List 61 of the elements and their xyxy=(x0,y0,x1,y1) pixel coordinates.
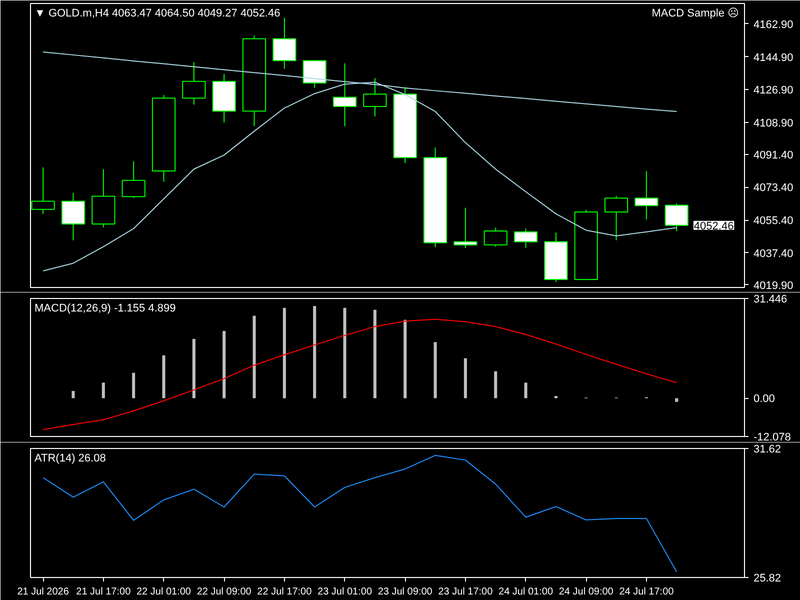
line-series xyxy=(42,318,678,430)
bar xyxy=(464,358,467,398)
bar xyxy=(132,372,136,398)
y-tick-label: 0.00 xyxy=(754,393,775,406)
bar xyxy=(524,382,528,398)
x-tick-label: 24 Jul 17:00 xyxy=(619,586,674,598)
candlestick xyxy=(664,202,688,232)
x-tick-label: 22 Jul 09:00 xyxy=(196,586,252,598)
x-tick-label: 21 Jul 17:00 xyxy=(76,586,132,598)
y-tick-label: 4073.40 xyxy=(754,182,794,194)
y-tick-label: 4144.90 xyxy=(754,52,794,64)
candlestick xyxy=(61,192,86,241)
annotation: MACD Sample ☹ xyxy=(652,8,738,20)
bar xyxy=(72,390,75,398)
bar xyxy=(282,308,286,398)
y-tick-label: 31.446 xyxy=(754,294,788,306)
bar xyxy=(313,306,316,398)
candlestick xyxy=(454,207,478,249)
x-tick-label: 22 Jul 17:00 xyxy=(257,586,312,598)
candlestick xyxy=(484,227,508,248)
candlestick xyxy=(514,228,538,249)
x-tick-label: 21 Jul 2026 xyxy=(17,586,70,598)
x-tick-label: 24 Jul 09:00 xyxy=(558,586,614,598)
y-tick-label: 31.62 xyxy=(754,444,782,456)
y-tick-label: 4091.40 xyxy=(754,149,794,162)
bar xyxy=(434,342,437,398)
y-tick-label: 4019.90 xyxy=(754,280,794,292)
x-tick-label: 23 Jul 17:00 xyxy=(438,586,494,598)
candlestick xyxy=(272,17,296,70)
x-tick-label: 23 Jul 01:00 xyxy=(318,586,372,598)
candlestick xyxy=(302,60,326,88)
y-tick-label: 4162.90 xyxy=(754,18,794,31)
bar xyxy=(252,316,256,398)
candlestick xyxy=(182,62,206,106)
y-tick-label: 4037.40 xyxy=(754,248,794,260)
candlestick xyxy=(363,78,387,117)
y-tick-label: 4126.90 xyxy=(754,84,794,97)
bar xyxy=(222,330,226,398)
candlestick xyxy=(332,62,357,127)
bar xyxy=(494,371,498,398)
bar xyxy=(373,310,376,398)
candlestick xyxy=(122,160,146,198)
chart-title: ▼ GOLD.m,H4 4063.47 4064.50 4049.27 4052.46 xyxy=(34,8,280,20)
candlestick xyxy=(634,170,658,220)
x-tick-label: 23 Jul 09:00 xyxy=(378,586,433,598)
y-tick-label: 25.82 xyxy=(754,572,782,584)
bar xyxy=(162,355,166,398)
y-tick-label: -12.078 xyxy=(754,432,791,444)
y-tick-label: 4055.40 xyxy=(754,215,794,228)
x-tick-label: 24 Jul 01:00 xyxy=(498,586,554,598)
x-tick-label: 22 Jul 01:00 xyxy=(136,586,192,598)
annotation: 4052.46 xyxy=(694,220,734,232)
chart-title: MACD(12,26,9) -1.155 4.899 xyxy=(34,302,176,314)
bar xyxy=(404,320,407,398)
candlestick xyxy=(604,195,628,241)
bar xyxy=(102,382,105,398)
chart-title: ATR(14) 26.08 xyxy=(34,452,106,464)
y-tick-label: 4108.90 xyxy=(754,117,794,130)
bar xyxy=(675,398,678,402)
bar xyxy=(343,308,346,398)
bar xyxy=(192,338,196,398)
